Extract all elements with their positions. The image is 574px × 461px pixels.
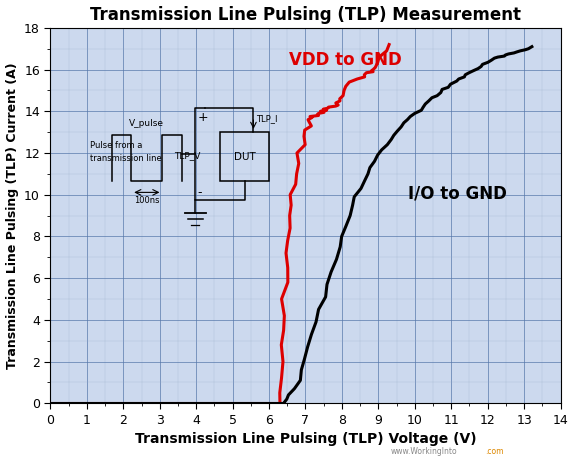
Title: Transmission Line Pulsing (TLP) Measurement: Transmission Line Pulsing (TLP) Measurem… [90,6,521,24]
X-axis label: Transmission Line Pulsing (TLP) Voltage (V): Transmission Line Pulsing (TLP) Voltage … [135,432,476,446]
Text: www.WorkingInto: www.WorkingInto [390,447,457,456]
Text: I/O to GND: I/O to GND [408,185,506,203]
Text: .com: .com [485,447,503,456]
Y-axis label: Transmission Line Pulsing (TLP) Current (A): Transmission Line Pulsing (TLP) Current … [6,62,18,369]
Text: VDD to GND: VDD to GND [289,52,402,70]
